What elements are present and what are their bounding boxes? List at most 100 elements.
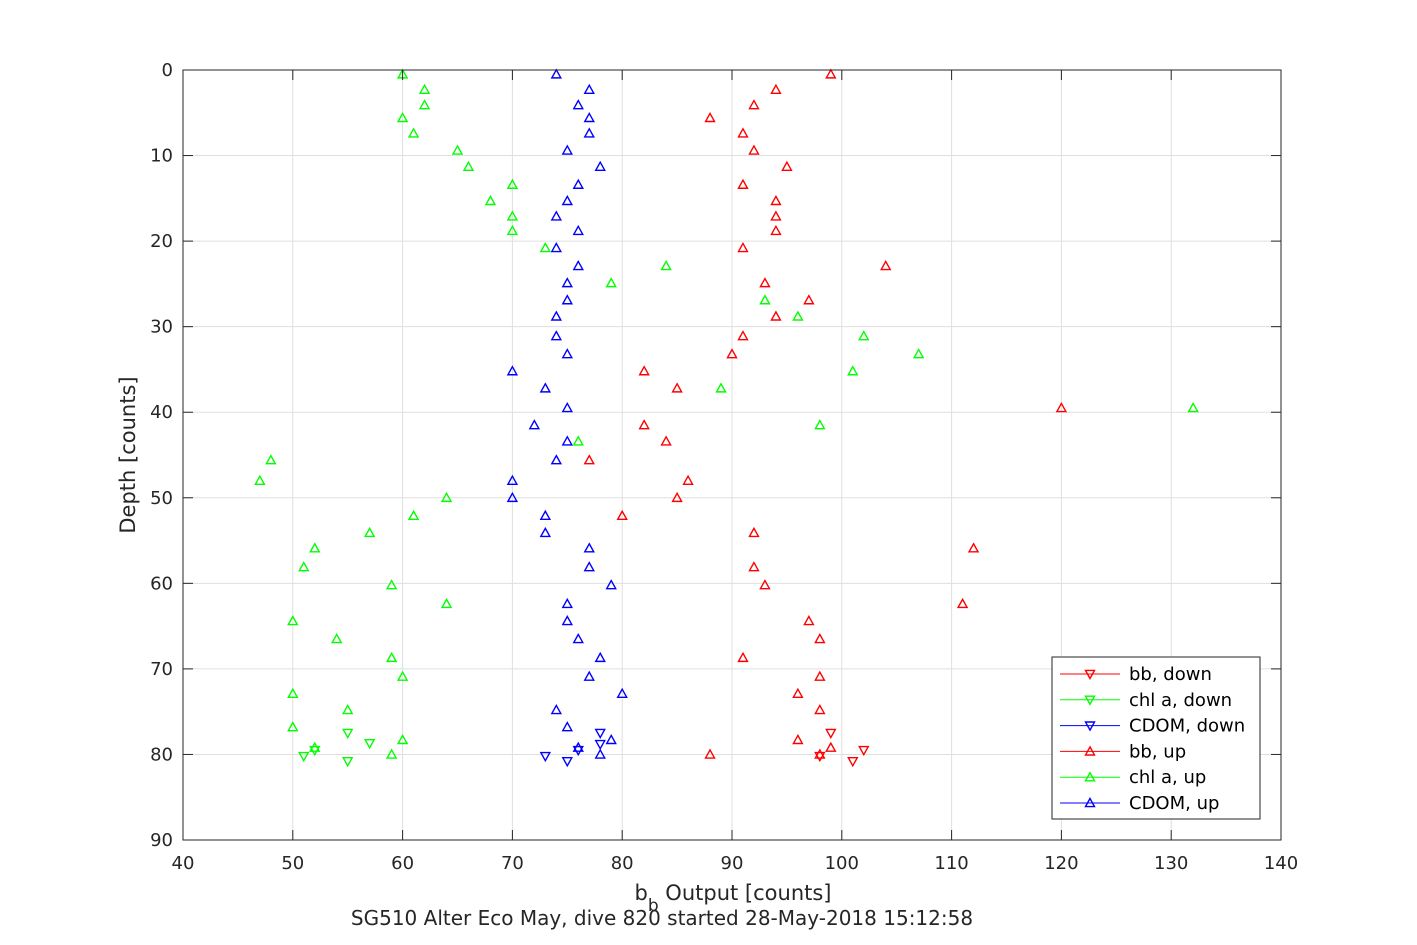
cdom-up-point <box>561 435 573 446</box>
chart-caption: SG510 Alter Eco May, dive 820 started 28… <box>351 906 973 930</box>
chl-a-up-point <box>363 526 376 538</box>
bb-up-point <box>770 83 782 94</box>
cdom-up-point <box>572 99 584 110</box>
bb-up-point <box>759 277 771 288</box>
cdom-up-point <box>605 733 617 745</box>
bb-up-point <box>638 365 650 376</box>
chl-a-up-point <box>342 704 354 715</box>
chl-a-up-point <box>462 160 475 171</box>
bb-up-point <box>770 210 782 221</box>
x-tick-label: 40 <box>172 853 195 874</box>
bb-up-point <box>880 259 892 271</box>
bb-down-point <box>858 745 870 757</box>
legend-label-cdom-down: CDOM, down <box>1129 716 1245 737</box>
cdom-up-point <box>561 402 573 413</box>
x-axis-label: bb Output [counts] <box>634 881 831 916</box>
chl-a-up-point <box>912 348 925 359</box>
bb-up-point <box>770 194 782 206</box>
cdom-up-point <box>561 597 573 609</box>
cdom-up-point <box>583 542 595 553</box>
legend-label-chl-a-down: chl a, down <box>1129 690 1232 711</box>
cdom-down-point <box>594 739 606 751</box>
bb-up-point <box>814 748 826 759</box>
bb-up-point <box>737 330 749 341</box>
chl-a-up-point <box>660 259 672 271</box>
cdom-up-point <box>594 160 606 171</box>
cdom-up-point <box>572 224 584 236</box>
y-tick-label: 90 <box>150 830 173 851</box>
x-tick-label: 100 <box>825 853 859 874</box>
bb-up-point <box>792 733 804 745</box>
chl-a-up-point <box>287 721 299 732</box>
x-tick-label: 60 <box>391 853 414 874</box>
chl-a-up-point <box>396 111 409 123</box>
cdom-up-point <box>583 111 595 123</box>
cdom-up-point <box>616 687 628 698</box>
cdom-up-point <box>550 242 563 253</box>
chl-a-up-point <box>539 242 552 253</box>
legend-marker-chl-a-down <box>1084 695 1096 706</box>
cdom-up-point <box>572 741 584 752</box>
x-axis-label-subscript: b <box>648 896 659 916</box>
cdom-up-point <box>561 721 573 732</box>
cdom-up-point <box>572 633 584 644</box>
bb-up-point <box>825 741 837 752</box>
cdom-down-point <box>594 728 606 739</box>
bb-up-point <box>638 419 650 430</box>
legend-label-bb-down: bb, down <box>1129 664 1212 685</box>
chl-a-up-point <box>298 561 310 572</box>
cdom-up-point <box>561 348 573 359</box>
bb-up-point <box>759 579 771 590</box>
bb-up-point <box>748 144 760 155</box>
chl-a-up-point <box>605 277 617 288</box>
cdom-up-point <box>550 310 563 321</box>
bb-up-point <box>792 687 804 698</box>
bb-up-point <box>803 615 815 626</box>
chl-a-up-point <box>396 670 409 681</box>
y-tick-label: 70 <box>150 659 173 680</box>
bb-up-point <box>660 435 672 446</box>
cdom-up-point <box>605 579 617 590</box>
bb-up-point <box>682 474 694 485</box>
chl-a-up-point <box>572 435 584 446</box>
cdom-up-point <box>528 419 541 430</box>
axis-ticks: 40 50 60 70 80 90 100 110 120 130 140 0 10 20 30 40 50 60… <box>150 60 1298 874</box>
cdom-down-point <box>561 756 573 768</box>
cdom-up-point <box>583 561 595 572</box>
bb-up-point <box>803 294 815 305</box>
cdom-up-point <box>572 178 584 189</box>
cdom-up-point <box>561 194 573 206</box>
bb-up-point <box>737 178 749 189</box>
x-tick-label: 80 <box>611 853 634 874</box>
chl-a-up-point <box>254 474 266 485</box>
legend-marker-cdom-down <box>1084 721 1096 732</box>
chl-a-up-point <box>265 454 277 465</box>
legend-label-cdom-up: CDOM, up <box>1129 793 1219 814</box>
y-tick-label: 50 <box>150 488 173 509</box>
chl-a-up-point <box>715 382 727 393</box>
chl-a-up-point <box>814 419 826 430</box>
cdom-up-point <box>539 526 552 538</box>
chl-a-up-point <box>331 633 343 644</box>
chl-a-up-point <box>451 144 464 155</box>
cdom-up-point <box>506 491 519 503</box>
legend: bb, down chl a, down CDOM, down bb, up chl a… <box>1051 656 1261 820</box>
y-axis-label: Depth [counts] <box>116 376 140 533</box>
chl-a-up-point <box>418 83 431 94</box>
bb-down-point <box>847 756 859 768</box>
bb-up-point <box>967 542 980 553</box>
bb-up-point <box>737 651 749 663</box>
bb-up-point <box>748 526 760 538</box>
x-tick-label: 50 <box>281 853 304 874</box>
cdom-up-point <box>550 210 563 221</box>
cdom-up-point <box>561 615 573 626</box>
bb-up-point <box>814 670 826 681</box>
bb-up-point <box>748 99 760 110</box>
chl-a-up-point <box>287 615 299 626</box>
bb-up-point <box>770 310 782 321</box>
chl-a-down-point <box>298 751 310 763</box>
legend-marker-bb-down <box>1084 669 1096 680</box>
chl-a-up-point <box>418 99 431 110</box>
x-tick-label: 120 <box>1044 853 1078 874</box>
cdom-up-point <box>550 330 563 341</box>
